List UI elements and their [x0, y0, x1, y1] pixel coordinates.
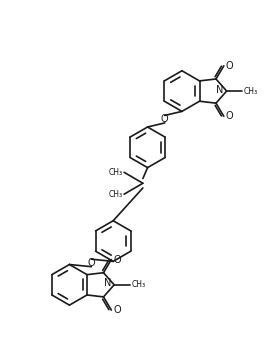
- Text: CH₃: CH₃: [131, 280, 146, 289]
- Text: CH₃: CH₃: [109, 190, 123, 199]
- Text: O: O: [113, 305, 121, 315]
- Text: O: O: [88, 258, 95, 268]
- Text: CH₃: CH₃: [244, 87, 258, 96]
- Text: O: O: [161, 114, 168, 124]
- Text: N: N: [104, 278, 111, 288]
- Text: N: N: [216, 85, 223, 95]
- Text: O: O: [113, 255, 121, 264]
- Text: O: O: [226, 111, 233, 121]
- Text: CH₃: CH₃: [109, 168, 123, 177]
- Text: O: O: [226, 61, 233, 71]
